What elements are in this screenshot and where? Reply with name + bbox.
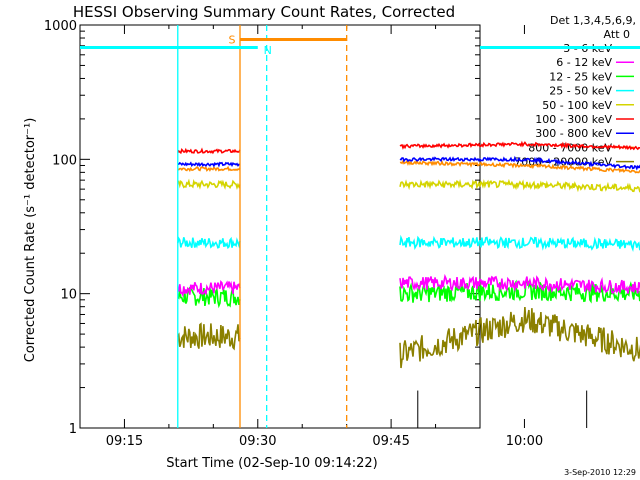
y-tick-label: 1 — [69, 422, 77, 437]
series-line — [399, 234, 640, 252]
series-line — [177, 322, 241, 351]
series-line — [399, 306, 640, 369]
legend-label: 100 - 300 keV — [535, 113, 612, 126]
series-line — [399, 159, 640, 174]
legend-label: 6 - 12 keV — [556, 56, 612, 69]
series-line — [177, 280, 241, 298]
y-tick-label: 100 — [52, 153, 77, 168]
legend-header-line-1: Det 1,3,4,5,6,9, — [550, 14, 636, 27]
marker-label: N — [264, 44, 272, 57]
legend-label: 25 - 50 keV — [549, 85, 612, 98]
x-axis-label: Start Time (02-Sep-10 09:14:22) — [166, 456, 377, 471]
chart-title: HESSI Observing Summary Count Rates, Cor… — [73, 3, 455, 21]
series-line — [399, 155, 640, 171]
legend-header-line-2: Att 0 — [604, 28, 630, 41]
series-line — [399, 140, 640, 151]
y-axis-label: Corrected Count Rate (s⁻¹ detector⁻¹) — [23, 118, 38, 363]
legend-label: 50 - 100 keV — [542, 99, 612, 112]
series-line — [177, 286, 241, 309]
x-tick-label: 09:45 — [372, 434, 409, 449]
x-tick-label: 09:15 — [106, 434, 143, 449]
marker-label: S — [229, 33, 236, 46]
series-line — [177, 161, 241, 168]
x-tick-label: 09:30 — [239, 434, 276, 449]
plot-frame — [79, 24, 481, 429]
plot-area: 110100100009:1509:3009:4510:0010:1510:30… — [44, 19, 640, 449]
x-tick-label: 10:00 — [506, 434, 543, 449]
y-tick-label: 10 — [60, 288, 77, 303]
legend-label: 12 - 25 keV — [549, 70, 612, 83]
series-line — [399, 178, 640, 193]
series-line — [399, 279, 640, 304]
series-line — [399, 273, 640, 295]
series-line — [177, 178, 241, 191]
series-line — [177, 236, 241, 250]
series-line — [177, 165, 241, 172]
date-stamp: 3-Sep-2010 12:29 — [564, 468, 636, 477]
legend-label: 300 - 800 keV — [535, 127, 612, 140]
series-line — [177, 147, 241, 155]
y-tick-label: 1000 — [44, 19, 77, 34]
